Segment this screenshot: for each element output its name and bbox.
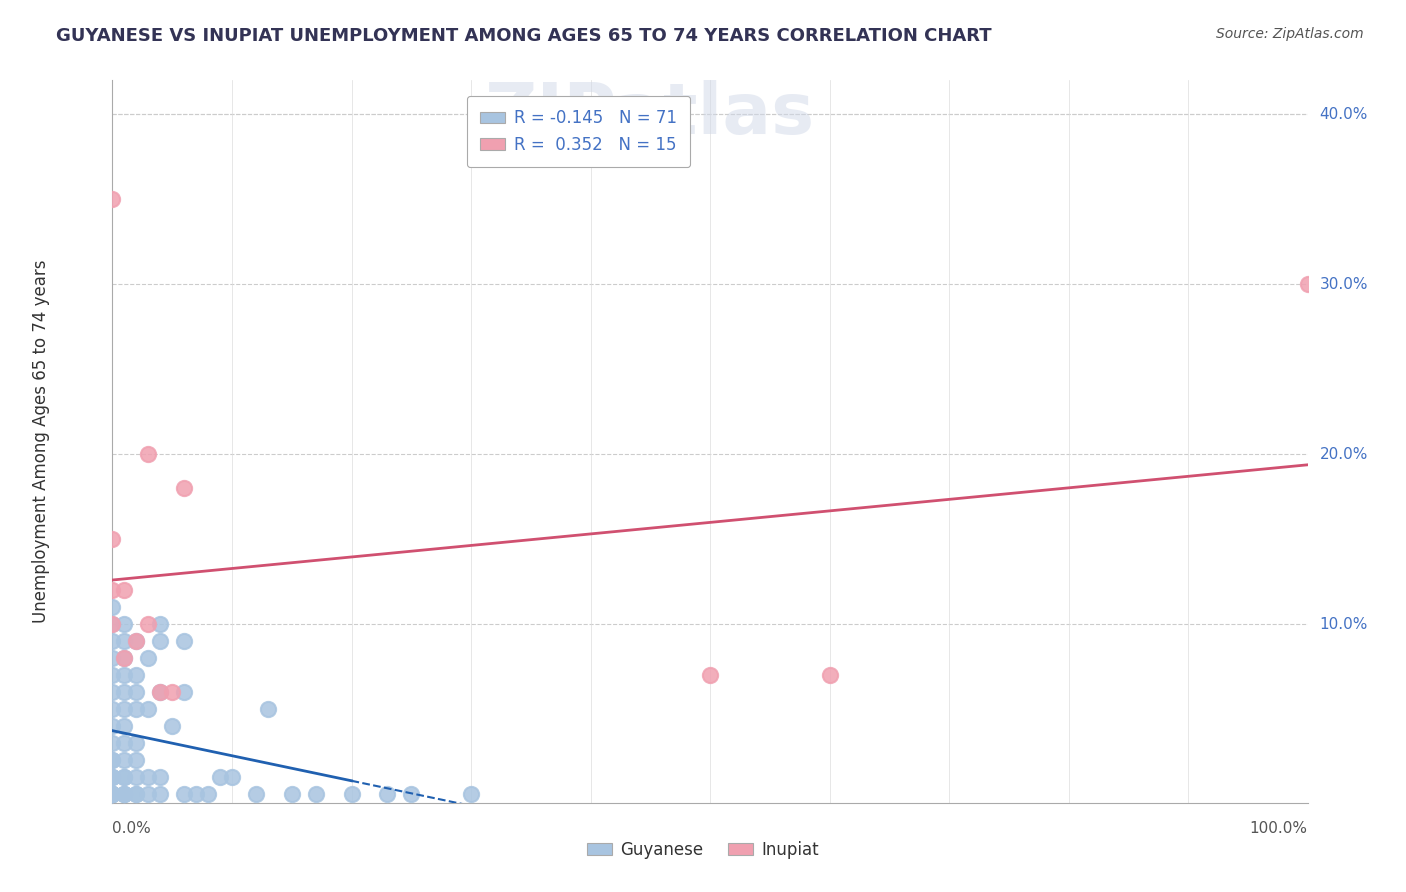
Legend: Guyanese, Inupiat: Guyanese, Inupiat <box>581 835 825 866</box>
Point <box>101 192 124 206</box>
Point <box>125 634 148 648</box>
Point <box>101 787 124 801</box>
Point <box>114 719 135 733</box>
Point <box>114 770 135 784</box>
Point <box>101 753 124 767</box>
Text: 0.0%: 0.0% <box>112 821 152 836</box>
Point <box>209 770 232 784</box>
Point <box>125 634 148 648</box>
Point <box>101 533 124 547</box>
Text: 20.0%: 20.0% <box>1320 447 1368 462</box>
Text: Unemployment Among Ages 65 to 74 years: Unemployment Among Ages 65 to 74 years <box>32 260 49 624</box>
Point <box>377 787 399 801</box>
Point <box>173 685 195 699</box>
Point <box>245 787 267 801</box>
Text: 40.0%: 40.0% <box>1320 107 1368 122</box>
Point <box>114 787 135 801</box>
Text: 10.0%: 10.0% <box>1320 616 1368 632</box>
Point <box>101 617 124 632</box>
Point <box>138 702 160 716</box>
Text: GUYANESE VS INUPIAT UNEMPLOYMENT AMONG AGES 65 TO 74 YEARS CORRELATION CHART: GUYANESE VS INUPIAT UNEMPLOYMENT AMONG A… <box>56 27 991 45</box>
Point <box>173 481 195 495</box>
Point <box>125 702 148 716</box>
Point <box>138 770 160 784</box>
Point <box>149 787 172 801</box>
Point <box>101 787 124 801</box>
Point <box>114 736 135 750</box>
Point <box>818 668 841 682</box>
Point <box>114 685 135 699</box>
Point <box>197 787 219 801</box>
Point <box>125 685 148 699</box>
Point <box>281 787 304 801</box>
Point <box>125 753 148 767</box>
Text: Source: ZipAtlas.com: Source: ZipAtlas.com <box>1216 27 1364 41</box>
Point <box>114 753 135 767</box>
Point <box>125 668 148 682</box>
Point <box>162 685 183 699</box>
Point <box>101 770 124 784</box>
Point <box>101 668 124 682</box>
Point <box>305 787 328 801</box>
Point <box>101 787 124 801</box>
Point <box>101 787 124 801</box>
Point <box>101 787 124 801</box>
Point <box>114 702 135 716</box>
Point <box>101 753 124 767</box>
Point <box>114 583 135 598</box>
Point <box>149 617 172 632</box>
Point <box>460 787 482 801</box>
Point <box>257 702 280 716</box>
Point <box>101 770 124 784</box>
Point <box>162 719 183 733</box>
Point <box>101 685 124 699</box>
Point <box>114 651 135 665</box>
Point <box>101 787 124 801</box>
Point <box>699 668 721 682</box>
Point <box>149 685 172 699</box>
Point <box>125 787 148 801</box>
Point <box>101 617 124 632</box>
Point <box>101 583 124 598</box>
Point <box>101 787 124 801</box>
Point <box>101 787 124 801</box>
Point <box>101 770 124 784</box>
Legend: R = -0.145   N = 71, R =  0.352   N = 15: R = -0.145 N = 71, R = 0.352 N = 15 <box>467 95 690 167</box>
Point <box>125 787 148 801</box>
Text: ZIPatlas: ZIPatlas <box>485 80 815 149</box>
Point <box>125 770 148 784</box>
Point <box>114 651 135 665</box>
Point <box>173 787 195 801</box>
Point <box>340 787 363 801</box>
Point <box>101 651 124 665</box>
Text: 100.0%: 100.0% <box>1250 821 1308 836</box>
Point <box>114 617 135 632</box>
Point <box>149 685 172 699</box>
Point <box>1296 277 1319 292</box>
Point <box>221 770 243 784</box>
Point <box>138 651 160 665</box>
Point <box>101 736 124 750</box>
Point <box>114 634 135 648</box>
Point <box>186 787 208 801</box>
Text: 30.0%: 30.0% <box>1320 277 1368 292</box>
Point <box>101 787 124 801</box>
Point <box>101 719 124 733</box>
Point <box>114 787 135 801</box>
Point <box>101 702 124 716</box>
Point <box>173 634 195 648</box>
Point <box>138 447 160 461</box>
Point <box>114 668 135 682</box>
Point <box>401 787 423 801</box>
Point <box>101 600 124 615</box>
Point <box>149 634 172 648</box>
Point <box>138 787 160 801</box>
Point <box>125 736 148 750</box>
Point <box>149 770 172 784</box>
Point <box>114 787 135 801</box>
Point <box>114 770 135 784</box>
Point <box>138 617 160 632</box>
Point <box>101 634 124 648</box>
